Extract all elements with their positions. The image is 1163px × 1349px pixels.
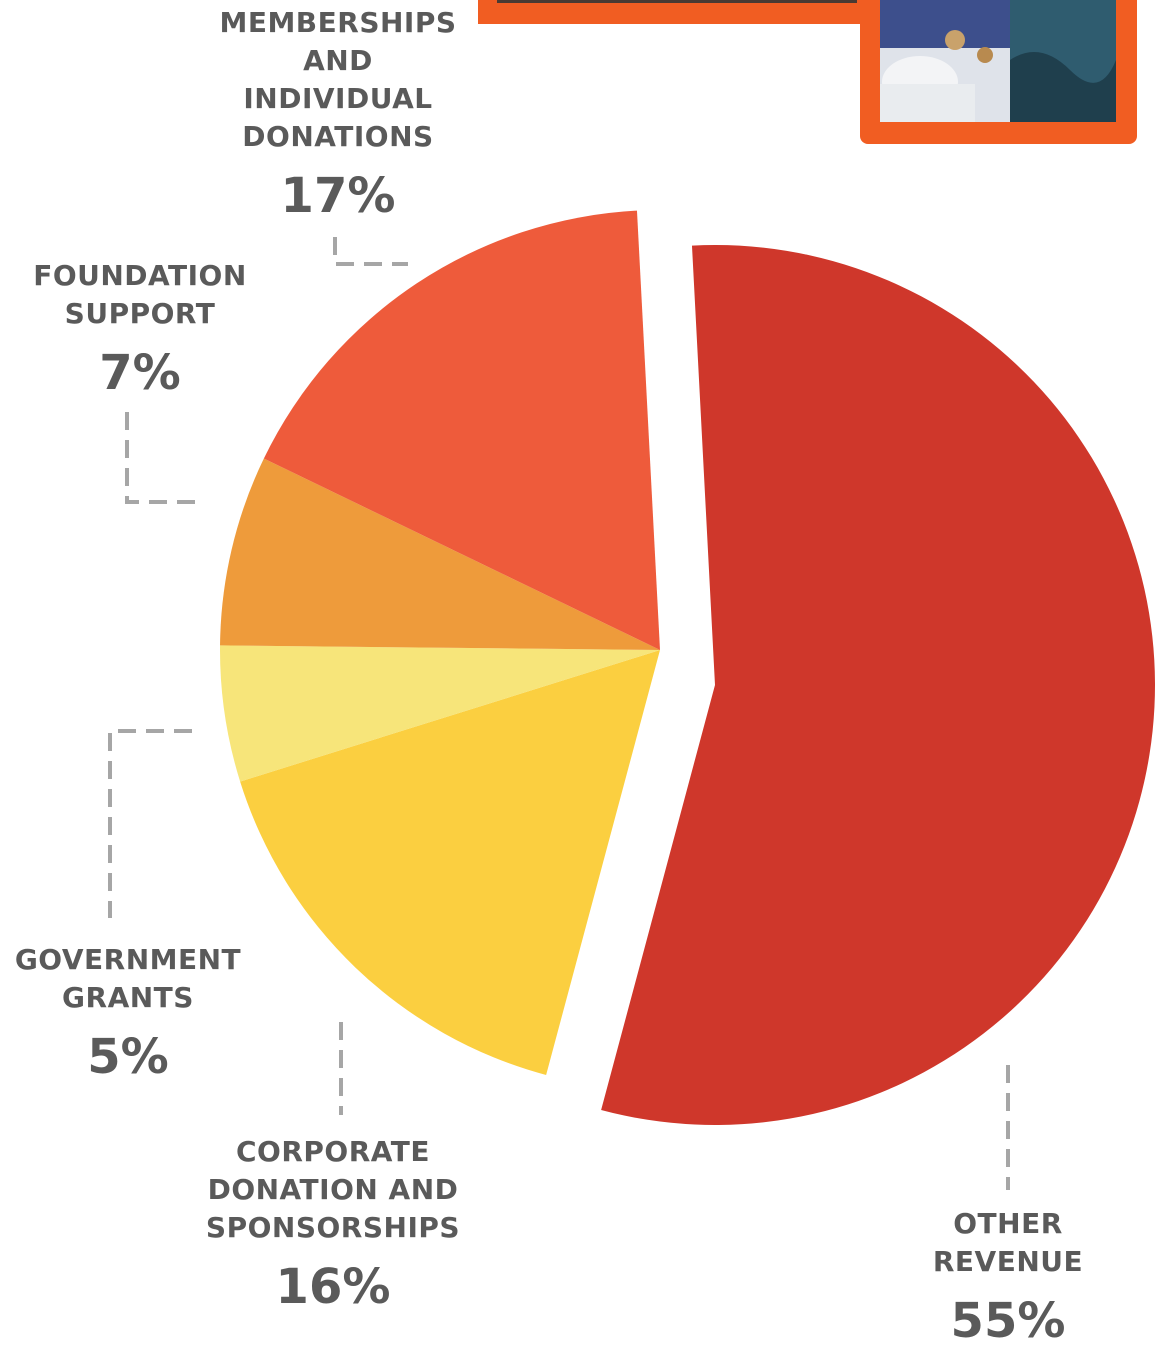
photo-top-banner bbox=[478, 0, 876, 24]
slice-foundation-support bbox=[220, 458, 661, 650]
photo-right-image bbox=[860, 0, 1137, 144]
label-memberships-donations: MEMBERSHIPS AND INDIVIDUAL DONATIONS 17% bbox=[188, 4, 488, 224]
leader-lines bbox=[108, 237, 1010, 1190]
slice-percent-label: 16% bbox=[275, 1259, 391, 1315]
label-government-grants: GOVERNMENT GRANTS 5% bbox=[0, 941, 278, 1085]
label-other-revenue: OTHER REVENUE 55% bbox=[858, 1205, 1158, 1349]
pie-slices bbox=[219, 210, 1156, 1125]
slice-percent-label: 5% bbox=[87, 1029, 169, 1085]
slice-memberships-donations bbox=[263, 210, 660, 650]
slice-percent-label: 17% bbox=[280, 168, 396, 224]
leader-line-foundation-support bbox=[125, 412, 196, 504]
slice-label-text: CORPORATE DONATION AND SPONSORSHIPS bbox=[205, 1135, 461, 1244]
slice-other-revenue bbox=[601, 244, 1156, 1125]
leader-line-government-grants bbox=[108, 729, 192, 918]
slice-label-text: OTHER REVENUE bbox=[932, 1207, 1084, 1278]
slice-label-text: GOVERNMENT GRANTS bbox=[14, 943, 242, 1014]
slice-percent-label: 55% bbox=[950, 1293, 1066, 1349]
label-foundation-support: FOUNDATION SUPPORT 7% bbox=[0, 257, 290, 401]
slice-percent-label: 7% bbox=[99, 345, 181, 401]
slice-label-text: FOUNDATION SUPPORT bbox=[33, 259, 247, 330]
slice-label-text: MEMBERSHIPS AND INDIVIDUAL DONATIONS bbox=[219, 6, 457, 153]
label-corporate-donations: CORPORATE DONATION AND SPONSORSHIPS 16% bbox=[183, 1133, 483, 1315]
slice-government-grants bbox=[219, 645, 660, 782]
leader-line-memberships-donations bbox=[333, 237, 408, 266]
slice-corporate-donations bbox=[240, 650, 660, 1076]
